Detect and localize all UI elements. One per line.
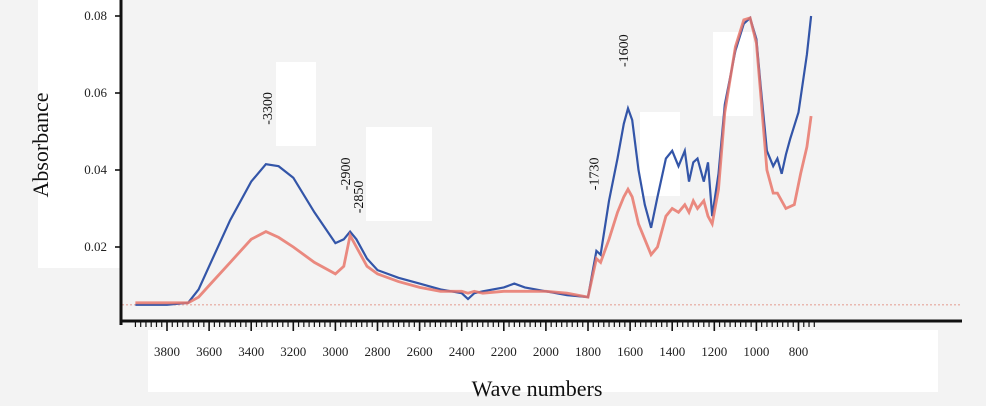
- x-tick-label: 2000: [533, 344, 559, 359]
- annotation-box-1600: [713, 32, 753, 116]
- peak-annotation: -2900: [339, 158, 354, 191]
- series-line-red: [135, 16, 813, 305]
- x-tick-label: 1800: [575, 344, 601, 359]
- x-tick-label: 1600: [617, 344, 643, 359]
- y-tick-label: 0.06: [84, 85, 107, 100]
- peak-annotation: -3300: [261, 92, 276, 125]
- x-tick-label: 2400: [449, 344, 475, 359]
- x-tick-label: 1200: [701, 344, 727, 359]
- series-line-blue: [135, 15, 813, 306]
- y-ticks: 0.02 0.04 0.06 0.08: [84, 8, 122, 254]
- x-tick-label: 1400: [659, 344, 685, 359]
- peak-annotation: -1730: [588, 158, 603, 191]
- x-tick-label: 3800: [154, 344, 180, 359]
- y-axis-title: Absorbance: [28, 92, 53, 197]
- x-tick-label: 2800: [365, 344, 391, 359]
- x-tick-label: 800: [789, 344, 809, 359]
- x-tick-label: 2600: [407, 344, 433, 359]
- x-tick-label: 3600: [196, 344, 222, 359]
- annotation-box-2900-2850: [366, 127, 432, 221]
- y-tick-label: 0.08: [84, 8, 107, 23]
- annotations: -3300 -2900-2850 -1730 -1600: [261, 34, 632, 213]
- x-tick-label: 3200: [280, 344, 306, 359]
- x-tick-label: 3000: [322, 344, 348, 359]
- x-tick-label: 2200: [491, 344, 517, 359]
- plot-area: [122, 15, 962, 306]
- x-tick-label: 3400: [238, 344, 264, 359]
- x-tick-label: 1000: [743, 344, 769, 359]
- annotation-box-3300: [276, 62, 316, 146]
- y-tick-label: 0.04: [84, 162, 107, 177]
- x-ticks: 3800 3600 3400 3200 3000 2800 2600 2400 2200 2000…: [154, 321, 808, 359]
- peak-annotation: -1600: [617, 34, 632, 67]
- x-axis-title: Wave numbers: [472, 376, 603, 401]
- axes: 3800 3600 3400 3200 3000 2800 2600 2400 2200 2000…: [84, 0, 962, 359]
- x-tick-label-box: [148, 330, 938, 392]
- y-tick-label-box: [38, 0, 120, 268]
- y-tick-label: 0.02: [84, 239, 107, 254]
- peak-annotation: -2850: [352, 181, 367, 214]
